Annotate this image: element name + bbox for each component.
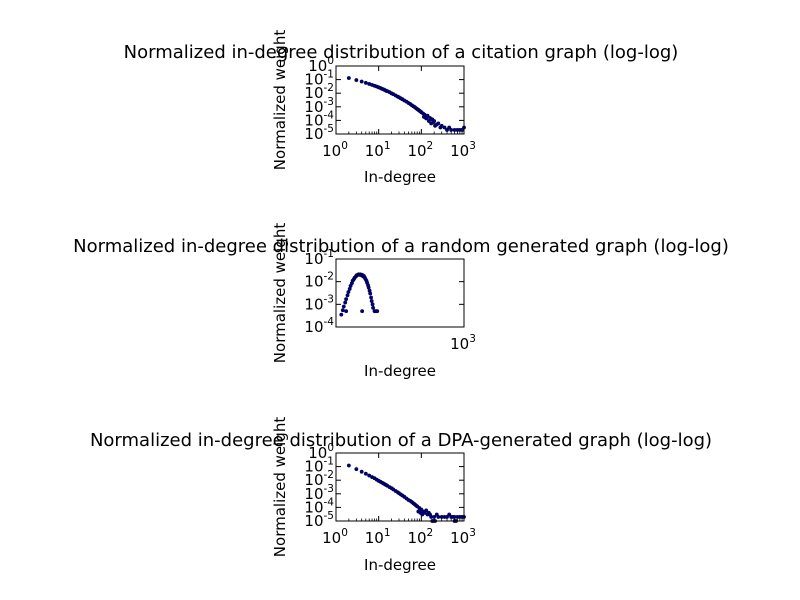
data-point — [370, 302, 375, 307]
data-point — [436, 121, 441, 126]
x-tick-label: 103 — [450, 140, 476, 160]
y-tick-label: 10-3 — [304, 293, 334, 313]
data-points — [339, 272, 380, 317]
data-point — [442, 125, 447, 130]
y-axis-label: Normalized weight — [271, 30, 289, 171]
y-tick-label: 100 — [308, 442, 334, 462]
chart-dpa: Normalized in-degree distribution of a D… — [90, 417, 712, 574]
y-axis-ticks: 10-1 10-210-3 10-4 — [304, 248, 464, 336]
data-point — [341, 304, 346, 309]
data-point — [432, 119, 437, 123]
x-tick-label: 100 — [322, 140, 348, 160]
x-axis-label: In-degree — [364, 362, 436, 380]
data-point — [344, 297, 349, 302]
y-tick-label: 10-1 — [304, 456, 334, 476]
chart-title: Normalized in-degree distribution of a D… — [90, 430, 712, 451]
data-point — [354, 78, 359, 83]
data-point — [343, 300, 348, 305]
data-point — [346, 76, 351, 80]
data-point — [420, 512, 425, 517]
data-point — [360, 309, 365, 314]
data-point — [425, 113, 430, 118]
data-point — [424, 508, 429, 513]
data-point — [340, 308, 345, 313]
x-axis-label: In-degree — [364, 168, 436, 186]
data-point — [449, 127, 454, 132]
data-point — [359, 469, 364, 474]
y-tick-label: 10-2 — [304, 469, 334, 489]
data-point — [359, 79, 364, 84]
data-point — [375, 309, 380, 314]
y-axis-label: Normalized weight — [271, 417, 289, 558]
y-tick-label: 10-2 — [304, 271, 334, 291]
x-axis-ticks: 100 101 102 103 — [322, 66, 476, 160]
x-tick-label: 102 — [407, 527, 433, 547]
data-point — [354, 467, 359, 472]
y-tick-label: 10-4 — [304, 496, 334, 516]
x-tick-label: 103 — [450, 333, 476, 353]
x-axis-ticks: 100 101 102 103 — [322, 453, 476, 547]
data-point — [368, 291, 373, 296]
data-points — [346, 76, 466, 132]
chart-title: Normalized in-degree distribution of a c… — [124, 42, 679, 63]
y-tick-label: 10-5 — [304, 510, 334, 530]
x-tick-label: 101 — [365, 527, 391, 547]
data-point — [363, 471, 368, 476]
data-points — [346, 463, 466, 523]
y-tick-label: 10-4 — [304, 109, 334, 129]
x-tick-label: 101 — [365, 140, 391, 160]
plot-frame — [335, 65, 465, 135]
chart-random: Normalized in-degree distribution of a r… — [73, 223, 729, 380]
data-point — [369, 295, 374, 300]
plot-frame — [335, 258, 465, 328]
x-tick-label: 103 — [450, 527, 476, 547]
data-point — [344, 309, 349, 314]
data-point — [339, 312, 344, 317]
x-axis-ticks: 103 — [450, 259, 476, 353]
data-point — [439, 123, 444, 128]
y-tick-label: 10-1 — [304, 69, 334, 89]
y-tick-label: 100 — [308, 55, 334, 75]
chart-title: Normalized in-degree distribution of a r… — [73, 236, 729, 257]
x-tick-label: 100 — [322, 527, 348, 547]
x-axis-label: In-degree — [364, 556, 436, 574]
data-point — [369, 299, 374, 303]
chart-citation: Normalized in-degree distribution of a c… — [124, 30, 679, 186]
y-tick-label: 10-4 — [304, 316, 334, 336]
plot-frame — [335, 452, 465, 522]
y-axis-label: Normalized weight — [271, 223, 289, 364]
y-tick-label: 10-3 — [304, 96, 334, 116]
data-point — [371, 305, 376, 310]
data-point — [345, 293, 350, 298]
data-point — [346, 463, 351, 468]
data-point — [363, 80, 368, 85]
x-tick-label: 102 — [407, 140, 433, 160]
y-tick-label: 10-2 — [304, 82, 334, 102]
y-tick-label: 10-1 — [304, 248, 334, 268]
y-tick-label: 10-5 — [304, 123, 334, 143]
y-tick-label: 10-3 — [304, 483, 334, 503]
data-point — [436, 514, 441, 519]
